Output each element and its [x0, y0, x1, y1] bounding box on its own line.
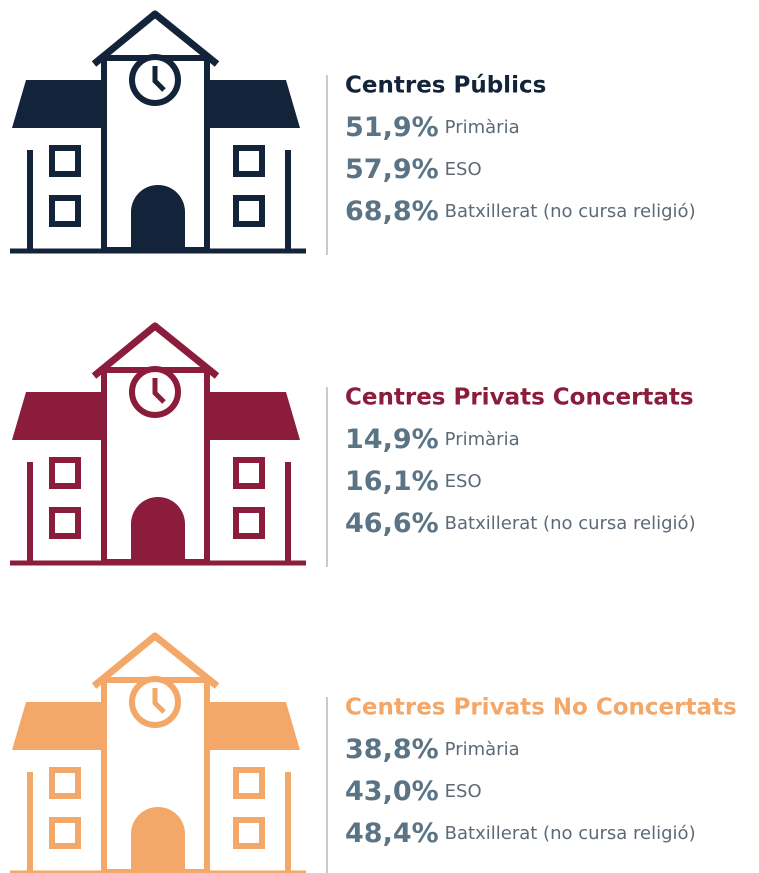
window: [49, 817, 81, 849]
row-value: 16,1%: [345, 466, 439, 497]
tower-roof: [91, 632, 220, 689]
row-label: Primària: [445, 117, 520, 138]
row-value: 57,9%: [345, 154, 439, 185]
clock-hands: [152, 66, 166, 92]
tower-roof: [91, 10, 220, 67]
group-title: Centres Privats No Concertats: [345, 695, 737, 721]
row-value: 43,0%: [345, 776, 439, 807]
window: [49, 767, 81, 799]
row: 14,9% Primària: [345, 424, 520, 455]
clock-hands: [152, 688, 166, 714]
row: 48,4% Batxillerat (no cursa religió): [345, 818, 696, 849]
row: 57,9% ESO: [345, 154, 482, 185]
door: [131, 185, 185, 250]
row-label: Primària: [445, 429, 520, 450]
row-value: 38,8%: [345, 734, 439, 765]
roof-right: [208, 702, 300, 750]
roof-left: [12, 392, 103, 440]
row-label: Batxillerat (no cursa religió): [445, 201, 696, 222]
roof-left: [12, 80, 103, 128]
school-icon: [10, 10, 306, 254]
row: 46,6% Batxillerat (no cursa religió): [345, 508, 696, 539]
window: [233, 145, 265, 177]
row-label: Batxillerat (no cursa religió): [445, 513, 696, 534]
row-label: ESO: [445, 471, 482, 492]
row: 43,0% ESO: [345, 776, 482, 807]
clock-hands: [152, 378, 166, 404]
window: [233, 507, 265, 539]
roof-left: [12, 702, 103, 750]
row-label: ESO: [445, 159, 482, 180]
row: 38,8% Primària: [345, 734, 520, 765]
row: 16,1% ESO: [345, 466, 482, 497]
school-icon: [10, 632, 306, 873]
row-label: Batxillerat (no cursa religió): [445, 823, 696, 844]
roof-right: [208, 80, 300, 128]
window: [233, 767, 265, 799]
row-label: ESO: [445, 781, 482, 802]
window: [233, 457, 265, 489]
tower-roof: [91, 322, 220, 379]
window: [233, 195, 265, 227]
row-value: 48,4%: [345, 818, 439, 849]
window: [233, 817, 265, 849]
row-value: 68,8%: [345, 196, 439, 227]
group: Centres Públics 51,9% Primària 57,9% ESO 68,8…: [10, 10, 696, 255]
group: Centres Privats No Concertats 38,8% Primàr…: [10, 632, 737, 873]
row-label: Primària: [445, 739, 520, 760]
group-title: Centres Públics: [345, 73, 546, 99]
window: [49, 457, 81, 489]
row: 51,9% Primària: [345, 112, 520, 143]
window: [49, 195, 81, 227]
row-value: 14,9%: [345, 424, 439, 455]
door: [131, 497, 185, 562]
group-title: Centres Privats Concertats: [345, 385, 694, 411]
row-value: 46,6%: [345, 508, 439, 539]
roof-right: [208, 392, 300, 440]
window: [49, 507, 81, 539]
door: [131, 807, 185, 872]
window: [49, 145, 81, 177]
school-icon: [10, 322, 306, 566]
row-value: 51,9%: [345, 112, 439, 143]
row: 68,8% Batxillerat (no cursa religió): [345, 196, 696, 227]
